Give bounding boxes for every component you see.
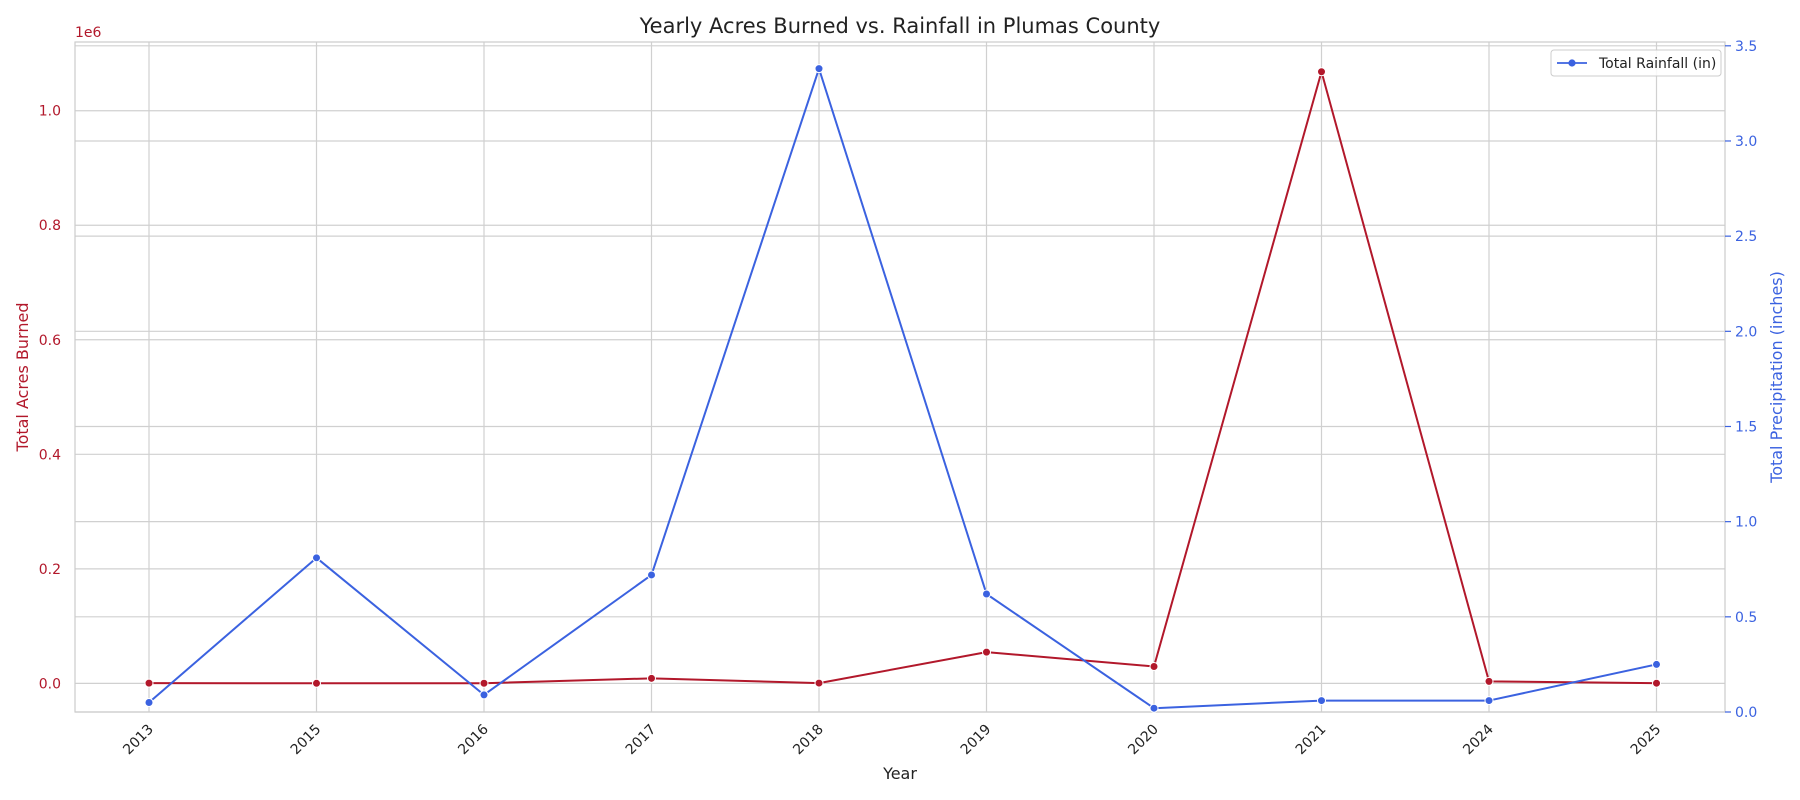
- left-y-tick-label: 0.8: [39, 218, 61, 234]
- right-y-tick-label: 3.5: [1735, 39, 1757, 55]
- rainfall-point: [1317, 696, 1326, 706]
- acres-burned-point: [479, 678, 489, 688]
- right-y-tick-label: 3.0: [1735, 134, 1757, 150]
- acres-burned-point: [647, 673, 656, 683]
- rainfall-point: [647, 570, 656, 580]
- rainfall-point: [312, 553, 321, 563]
- x-tick-label: 2024: [1460, 721, 1497, 758]
- x-tick-label: 2015: [288, 722, 325, 759]
- left-y-tick-label: 0.4: [39, 447, 61, 463]
- acres-burned-line: [148, 70, 1657, 685]
- x-tick-label: 2025: [1628, 722, 1665, 759]
- x-tick-label: 2016: [455, 721, 492, 758]
- left-y-tick-label: 0.6: [39, 333, 61, 349]
- acres-burned-point: [1652, 678, 1661, 688]
- x-tick-label: 2021: [1293, 722, 1330, 759]
- x-axis-label: Year: [882, 764, 917, 783]
- left-axis-offset-text: 1e6: [75, 25, 102, 41]
- tick-labels: 2013 2015 2016 2017 2018 2019 2020 2021 2024 2025…: [39, 39, 1758, 758]
- acres-burned-point: [1317, 67, 1326, 77]
- rainfall-point: [1652, 659, 1661, 669]
- x-tick-label: 2020: [1125, 722, 1162, 759]
- left-axis-label: Total Acres Burned: [13, 303, 32, 453]
- series-layer: [144, 64, 1661, 713]
- legend: Total Rainfall (in): [1550, 49, 1722, 77]
- right-y-tick-label: 2.5: [1735, 229, 1757, 245]
- acres-burned-point: [312, 678, 321, 688]
- rainfall-point: [814, 64, 824, 74]
- right-y-tick-label: 0.0: [1735, 705, 1757, 721]
- left-y-tick-label: 0.2: [39, 562, 61, 578]
- rainfall-point: [1149, 703, 1159, 713]
- right-y-tick-label: 0.5: [1735, 610, 1757, 626]
- acres-burned-point: [814, 678, 824, 688]
- legend-box: [1550, 49, 1722, 77]
- left-y-tick-label: 1.0: [39, 104, 61, 120]
- x-tick-label: 2018: [790, 722, 827, 759]
- rainfall-point: [982, 589, 991, 599]
- rainfall-point: [479, 690, 489, 700]
- grid-lines: [75, 42, 1725, 713]
- acres-burned-point: [982, 647, 991, 657]
- rainfall-point: [144, 697, 154, 707]
- x-tick-label: 2017: [623, 722, 660, 759]
- left-y-tick-label: 0.0: [39, 676, 61, 692]
- chart-title: Yearly Acres Burned vs. Rainfall in Plum…: [639, 14, 1161, 38]
- x-tick-label: 2019: [958, 722, 995, 759]
- acres-burned-point: [144, 678, 154, 688]
- plot-frame: [74, 41, 1726, 713]
- acres-burned-point: [1149, 661, 1159, 671]
- right-y-tick-label: 2.0: [1735, 324, 1757, 340]
- rainfall-line: [148, 67, 1657, 710]
- legend-entry-rainfall: Total Rainfall (in): [1598, 56, 1716, 72]
- acres-burned-point: [1484, 676, 1494, 686]
- right-y-tick-label: 1.0: [1735, 515, 1757, 531]
- rainfall-point: [1484, 696, 1494, 706]
- x-tick-label: 2013: [120, 722, 157, 759]
- legend-dot-marker: [1568, 59, 1576, 67]
- right-y-tick-label: 1.5: [1735, 419, 1757, 435]
- right-axis-label: Total Precipitation (inches): [1767, 271, 1786, 484]
